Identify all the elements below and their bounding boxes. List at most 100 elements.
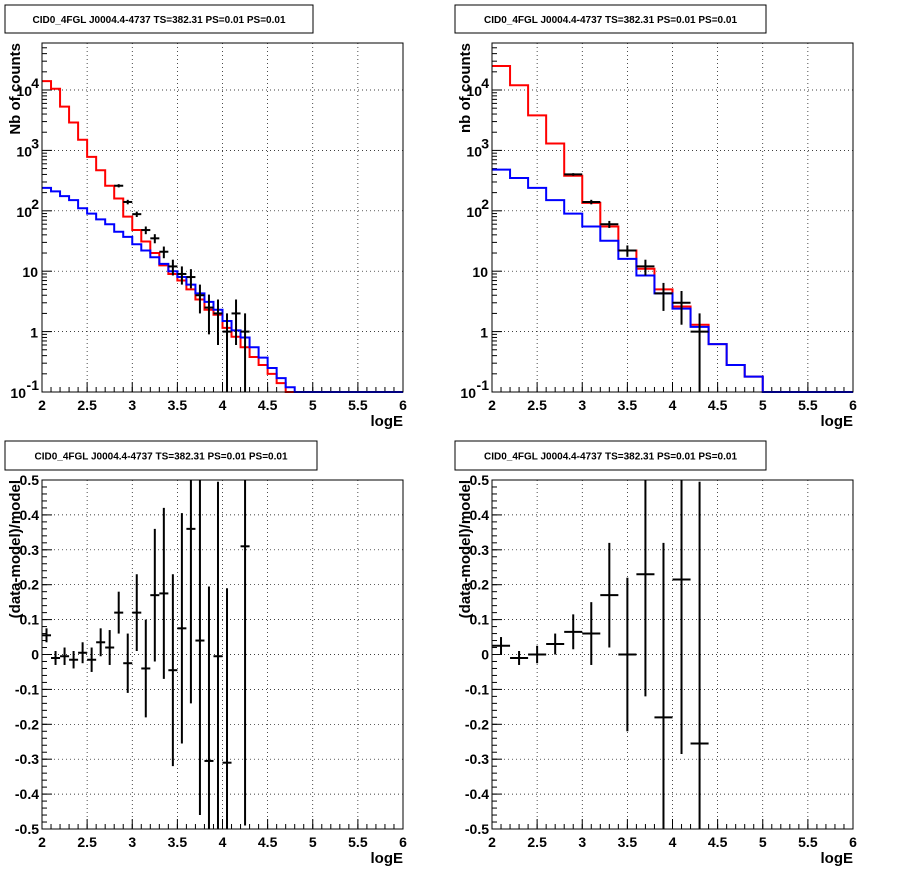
residual-point xyxy=(654,542,673,829)
x-tick-label: 5 xyxy=(309,397,317,413)
y-tick-label: 10 xyxy=(466,143,482,159)
x-axis-label: logE xyxy=(371,850,404,867)
x-tick-label: 4.5 xyxy=(258,834,278,850)
x-axis-label: logE xyxy=(821,850,854,867)
y-tick-label: 10 xyxy=(472,264,488,280)
residual-point xyxy=(114,591,124,634)
data-point xyxy=(618,245,637,257)
residual-point xyxy=(195,480,205,816)
residual-point xyxy=(96,628,106,657)
residual-point xyxy=(582,602,601,665)
x-tick-label: 3.5 xyxy=(168,397,188,413)
x-tick-label: 6 xyxy=(399,397,407,413)
grid xyxy=(41,479,404,830)
y-tick-label: 10 xyxy=(10,385,26,401)
data-point xyxy=(222,313,232,392)
y-tick-label: 10 xyxy=(16,204,32,220)
x-tick-label: 6 xyxy=(849,834,857,850)
residual-point xyxy=(564,614,583,650)
residual-point xyxy=(600,542,619,648)
residual-point xyxy=(528,645,547,664)
x-tick-label: 5.5 xyxy=(798,397,818,413)
x-tick-label: 4.5 xyxy=(258,397,278,413)
y-axis-label: (data-model)/model xyxy=(7,480,24,618)
residual-point xyxy=(492,637,511,655)
y-tick-label: -0.3 xyxy=(15,751,39,767)
residual-point xyxy=(150,528,160,662)
x-tick-label: 2 xyxy=(488,397,496,413)
data-point xyxy=(114,184,124,188)
x-tick-label: 5.5 xyxy=(798,834,818,850)
x-tick-label: 5 xyxy=(759,397,767,413)
y-tick-label: 0 xyxy=(481,647,489,663)
x-tick-label: 2 xyxy=(488,834,496,850)
plot-frame xyxy=(491,479,854,830)
y-tick-label: 0.1 xyxy=(20,612,40,628)
grid xyxy=(491,43,854,393)
x-tick-label: 3 xyxy=(578,834,586,850)
y-tick-label: -0.5 xyxy=(465,821,489,837)
x-tick-label: 4.5 xyxy=(708,834,728,850)
x-tick-label: 5.5 xyxy=(348,834,368,850)
x-tick-label: 6 xyxy=(849,397,857,413)
y-tick-label: 0.2 xyxy=(20,577,40,593)
y-tick-label: -0.5 xyxy=(15,821,39,837)
plot-frame xyxy=(491,42,854,393)
y-tick-label: -0.1 xyxy=(465,681,489,697)
residual-point xyxy=(42,628,52,643)
y-tick-exponent: 3 xyxy=(481,135,489,151)
residual-point xyxy=(51,651,61,665)
residual-point xyxy=(213,481,223,829)
title-box xyxy=(454,4,767,34)
residual-point xyxy=(690,481,709,829)
y-tick-label: 0.5 xyxy=(470,472,490,488)
residual-point xyxy=(141,619,151,718)
data-point xyxy=(159,246,169,259)
chart-title: CID0_4FGL J0004.4-4737 TS=382.31 PS=0.01… xyxy=(484,15,737,26)
x-tick-label: 3 xyxy=(578,397,586,413)
residual-point xyxy=(636,480,655,697)
x-tick-label: 4 xyxy=(669,397,677,413)
title-box xyxy=(4,4,314,34)
y-tick-label: 0.3 xyxy=(20,542,40,558)
chart-panel-2: CID0_4FGL J0004.4-4737 TS=382.31 PS=0.01… xyxy=(454,4,857,430)
data-point xyxy=(132,211,142,217)
y-tick-label: 0.4 xyxy=(20,507,40,523)
title-box xyxy=(454,440,767,471)
residual-point xyxy=(168,574,178,767)
y-tick-exponent: 4 xyxy=(31,75,39,91)
residual-point xyxy=(60,647,70,665)
y-tick-exponent: 3 xyxy=(31,135,39,151)
y-tick-label: 10 xyxy=(16,83,32,99)
data-point xyxy=(240,313,250,392)
y-axis-label: nb of counts xyxy=(457,43,474,133)
x-tick-label: 3 xyxy=(128,397,136,413)
data-point xyxy=(150,234,160,244)
x-tick-label: 2 xyxy=(38,834,46,850)
residual-point xyxy=(105,630,115,665)
residual-point xyxy=(78,642,88,664)
data-point xyxy=(636,259,655,276)
residual-point xyxy=(672,480,691,754)
data-point xyxy=(204,294,214,335)
y-tick-label: -0.1 xyxy=(15,681,39,697)
data-point xyxy=(141,226,151,235)
residual-point xyxy=(177,513,187,744)
y-tick-exponent: 2 xyxy=(481,196,489,212)
y-tick-label: -0.4 xyxy=(15,786,39,802)
data-point xyxy=(231,299,241,345)
x-axis-label: logE xyxy=(821,413,854,430)
residual-point xyxy=(69,651,79,669)
chart-panel-3: CID0_4FGL J0004.4-4737 TS=382.31 PS=0.01… xyxy=(4,440,407,867)
x-tick-label: 2.5 xyxy=(77,397,97,413)
data-point xyxy=(186,269,196,289)
chart-title: CID0_4FGL J0004.4-4737 TS=382.31 PS=0.01… xyxy=(34,452,287,463)
chart-title: CID0_4FGL J0004.4-4737 TS=382.31 PS=0.01… xyxy=(32,15,285,26)
x-tick-label: 2.5 xyxy=(527,834,547,850)
data-point xyxy=(213,299,223,345)
y-tick-exponent: -1 xyxy=(477,377,490,393)
y-tick-label: -0.3 xyxy=(465,751,489,767)
y-axis-label: (data-model)/model xyxy=(457,480,474,618)
y-tick-label: 10 xyxy=(16,143,32,159)
